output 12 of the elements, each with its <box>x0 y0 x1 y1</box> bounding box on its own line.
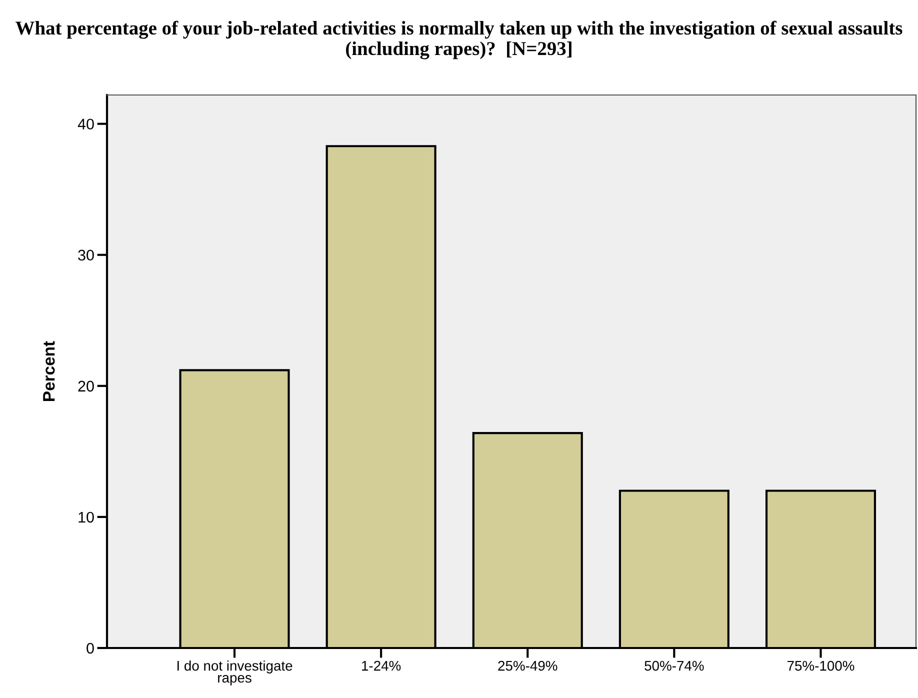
x-tick-label: I do not investigate rapes <box>177 660 292 686</box>
y-tick-label: 10 <box>78 512 94 523</box>
x-tick-label: 25%-49% <box>498 660 558 671</box>
chart-title: What percentage of your job-related activities is normally taken up with the investigation of sexual assaults (including rapes)? [N=293] <box>16 20 902 60</box>
y-tick-label: 40 <box>78 118 94 130</box>
y-tick-label: 30 <box>78 250 94 261</box>
x-tick-label: 75%-100% <box>787 660 854 671</box>
y-tick-label: 0 <box>86 642 94 654</box>
x-tick-label: 1-24% <box>362 660 401 671</box>
y-axis-title: Percent <box>43 341 55 401</box>
x-tick-label: 50%-74% <box>644 660 704 671</box>
y-tick-label: 20 <box>78 380 94 392</box>
